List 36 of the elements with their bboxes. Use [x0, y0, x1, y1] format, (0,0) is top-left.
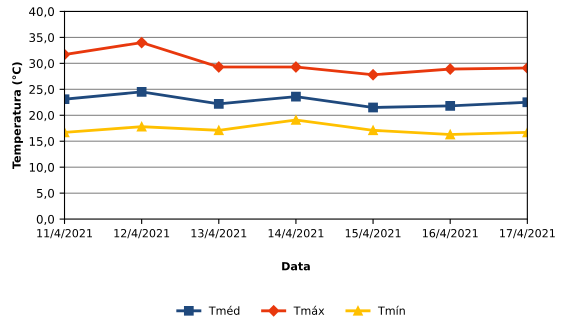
point: [214, 125, 224, 136]
y-tick-label: 10,0: [30, 162, 54, 174]
x-tick-label: 11/4/2021: [37, 229, 92, 238]
y-tick-label: 40,0: [29, 7, 54, 18]
point: [291, 92, 301, 102]
x-tick-label: 13/4/2021: [192, 229, 246, 238]
x-tick-label: 16/4/2021: [422, 229, 478, 238]
y-tick-label: 30,0: [29, 59, 54, 70]
y-tick-label: 35,0: [29, 33, 54, 44]
point: [136, 87, 147, 97]
x-tick-label: 12/4/2021: [114, 229, 170, 238]
point: [445, 101, 456, 111]
legend-label: Tmáx: [294, 306, 324, 315]
point: [291, 115, 301, 125]
x-tick-label: 15/4/2021: [346, 229, 401, 238]
point: [368, 102, 378, 112]
point: [290, 61, 302, 73]
y-tick-label: 15,0: [30, 136, 54, 148]
point: [445, 130, 456, 140]
point: [213, 61, 224, 73]
legend-label: Tméd: [208, 306, 240, 315]
legend-label: Tmín: [378, 306, 405, 315]
point: [444, 63, 456, 75]
point: [367, 69, 379, 80]
point: [368, 125, 378, 136]
x-tick-label: 17/4/2021: [500, 229, 555, 238]
point: [214, 98, 224, 109]
y-tick-label: 25,0: [29, 85, 54, 96]
y-axis-title: Temperatura (°C): [12, 62, 23, 170]
x-axis-title: Data: [282, 262, 310, 270]
y-tick-label: 20,0: [29, 110, 54, 122]
point: [136, 122, 147, 132]
x-tick-label: 14/4/2021: [268, 229, 324, 238]
y-tick-label: 0,0: [36, 214, 54, 225]
y-tick-label: 5,0: [36, 188, 54, 199]
point: [136, 36, 148, 48]
